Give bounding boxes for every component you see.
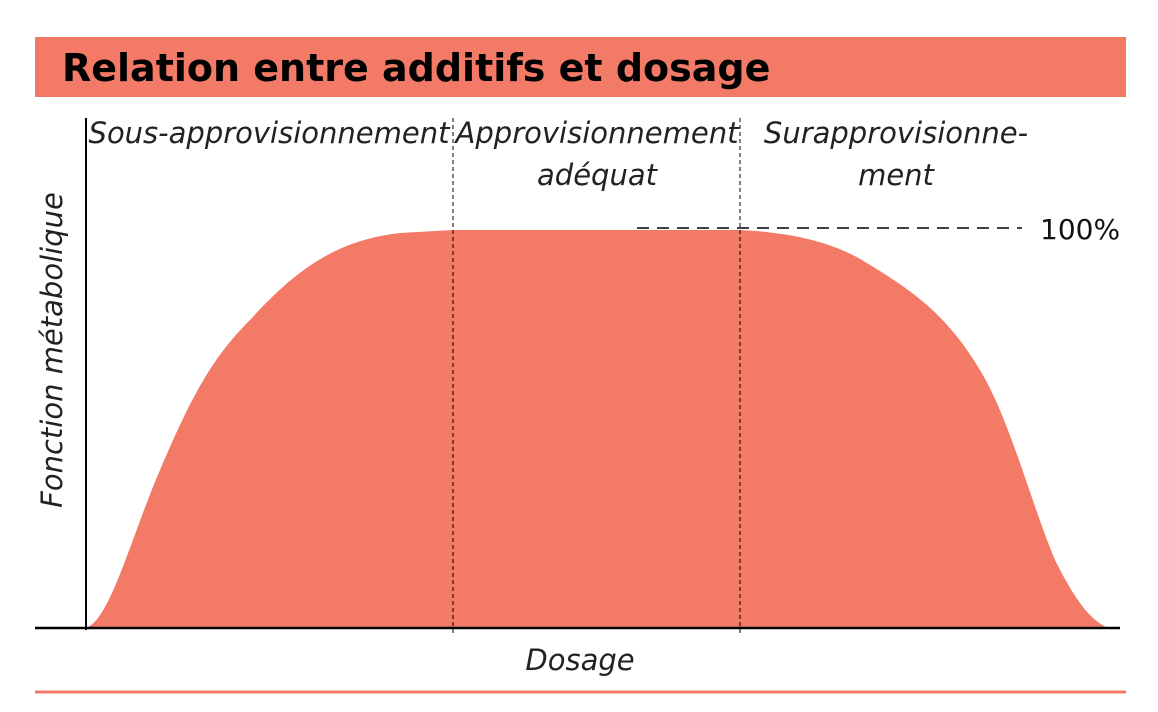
zone-label: ment <box>858 158 935 192</box>
x-axis-label: Dosage <box>525 643 634 677</box>
y-axis-label: Fonction métabolique <box>35 192 69 508</box>
response-curve <box>86 230 1108 628</box>
zone-label: Sous-approvisionnement <box>89 116 452 150</box>
zone-label: adéquat <box>537 158 659 192</box>
title: Relation entre additifs et dosage <box>62 46 770 90</box>
zone-label: Surapprovisionne- <box>764 116 1028 150</box>
title-bar <box>35 37 1126 97</box>
reference-label: 100% <box>1040 213 1120 246</box>
zone-label: Approvisionnement <box>454 116 741 150</box>
